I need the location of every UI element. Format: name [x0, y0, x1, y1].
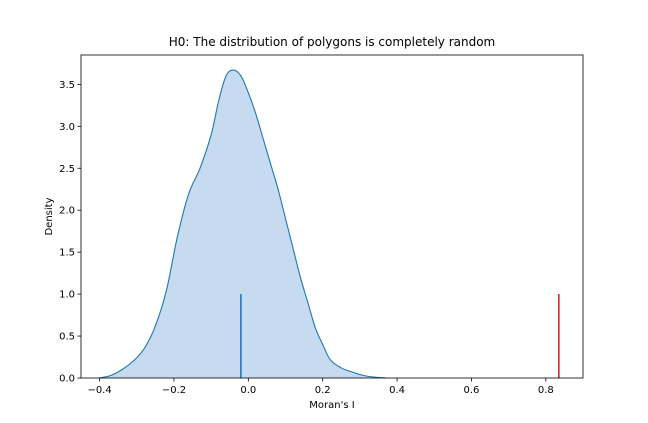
x-axis-label: Moran's I: [309, 400, 354, 411]
chart-title: H0: The distribution of polygons is comp…: [169, 35, 496, 49]
density-line: [99, 69, 386, 379]
y-tick-label: 1.0: [59, 290, 75, 301]
y-tick-label: 0.5: [59, 332, 75, 343]
y-tick-label: 0.0: [59, 374, 75, 385]
x-tick-label: 0.2: [315, 385, 331, 396]
y-axis-label: Density: [44, 197, 55, 235]
y-tick-label: 1.5: [59, 248, 75, 259]
x-tick-label: 0.6: [463, 385, 479, 396]
x-tick-label: 0.8: [538, 385, 554, 396]
x-tick-label: −0.2: [162, 385, 186, 396]
y-axis: 0.0 0.5 1.0 1.5 2.0 2.5 3.0 3.5: [59, 80, 81, 385]
axes-frame: [80, 54, 584, 379]
x-tick-label: 0.4: [389, 385, 405, 396]
plot-area: [99, 69, 560, 379]
y-tick-label: 3.0: [59, 122, 75, 133]
y-tick-label: 2.0: [59, 206, 75, 217]
x-axis: −0.4 −0.2 0.0 0.2 0.4 0.6 0.8: [87, 378, 554, 396]
x-tick-label: −0.4: [87, 385, 111, 396]
x-tick-label: 0.0: [240, 385, 256, 396]
density-fill: [99, 70, 386, 378]
y-tick-label: 2.5: [59, 164, 75, 175]
y-tick-label: 3.5: [59, 80, 75, 91]
reference-lines: [240, 294, 560, 378]
